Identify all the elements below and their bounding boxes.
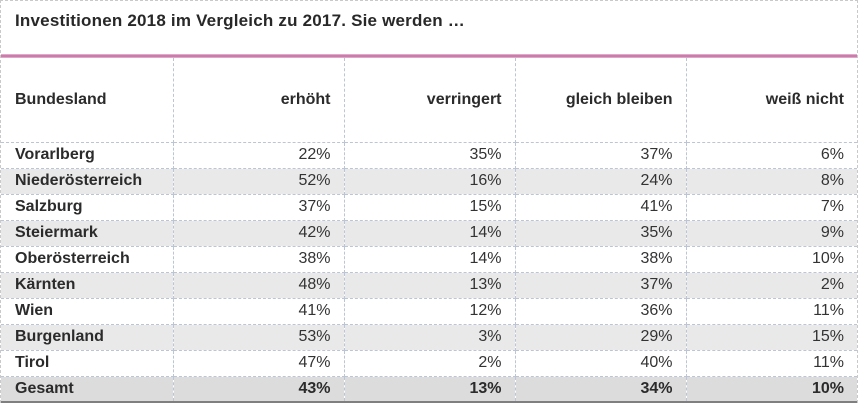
cell-value: 13% (344, 376, 516, 403)
cell-value: 24% (515, 168, 687, 195)
table-row: Steiermark 42% 14% 35% 9% (1, 220, 857, 247)
cell-value: 14% (344, 246, 516, 273)
accent-divider (1, 54, 857, 58)
cell-value: 37% (515, 142, 687, 169)
cell-value: 35% (344, 142, 516, 169)
cell-value: 3% (344, 324, 516, 351)
row-label: Burgenland (1, 324, 174, 351)
cell-value: 37% (515, 272, 687, 299)
cell-value: 42% (173, 220, 345, 247)
row-label: Tirol (1, 350, 174, 377)
cell-value: 13% (344, 272, 516, 299)
table-row: Salzburg 37% 15% 41% 7% (1, 194, 857, 221)
cell-value: 10% (686, 246, 857, 273)
row-label: Salzburg (1, 194, 174, 221)
cell-value: 11% (686, 350, 857, 377)
cell-value: 2% (686, 272, 857, 299)
cell-value: 41% (515, 194, 687, 221)
cell-value: 43% (173, 376, 345, 403)
table-row: Tirol 47% 2% 40% 11% (1, 350, 857, 377)
cell-value: 37% (173, 194, 345, 221)
cell-value: 9% (686, 220, 857, 247)
column-header-gleich-bleiben: gleich bleiben (515, 58, 687, 143)
investment-comparison-table: Bundesland erhöht verringert gleich bleiben… (1, 58, 857, 403)
cell-value: 38% (173, 246, 345, 273)
table-row: Vorarlberg 22% 35% 37% 6% (1, 142, 857, 169)
table-header: Bundesland erhöht verringert gleich bleiben… (1, 58, 857, 143)
row-label: Oberösterreich (1, 246, 174, 273)
column-header-bundesland: Bundesland (1, 58, 174, 143)
cell-value: 40% (515, 350, 687, 377)
column-header-wei-nicht: weiß nicht (686, 58, 857, 143)
table-row: Kärnten 48% 13% 37% 2% (1, 272, 857, 299)
cell-value: 8% (686, 168, 857, 195)
row-label: Steiermark (1, 220, 174, 247)
row-label: Gesamt (1, 376, 174, 403)
cell-value: 47% (173, 350, 345, 377)
cell-value: 15% (686, 324, 857, 351)
row-label: Wien (1, 298, 174, 325)
table-row: Oberösterreich 38% 14% 38% 10% (1, 246, 857, 273)
row-label: Vorarlberg (1, 142, 174, 169)
cell-value: 16% (344, 168, 516, 195)
cell-value: 7% (686, 194, 857, 221)
cell-value: 53% (173, 324, 345, 351)
cell-value: 29% (515, 324, 687, 351)
table-title-bar: Investitionen 2018 im Vergleich zu 2017.… (1, 1, 857, 54)
cell-value: 11% (686, 298, 857, 325)
column-header-erh-ht: erhöht (173, 58, 345, 143)
cell-value: 48% (173, 272, 345, 299)
cell-value: 38% (515, 246, 687, 273)
table-row: Burgenland 53% 3% 29% 15% (1, 324, 857, 351)
survey-results-panel: Investitionen 2018 im Vergleich zu 2017.… (0, 0, 858, 403)
cell-value: 22% (173, 142, 345, 169)
table-body: Vorarlberg 22% 35% 37% 6% Niederösterreich 52%… (1, 142, 857, 403)
row-label: Kärnten (1, 272, 174, 299)
cell-value: 34% (515, 376, 687, 403)
column-header-verringert: verringert (344, 58, 516, 143)
cell-value: 35% (515, 220, 687, 247)
cell-value: 2% (344, 350, 516, 377)
cell-value: 15% (344, 194, 516, 221)
table-row-total: Gesamt 43% 13% 34% 10% (1, 376, 857, 403)
cell-value: 10% (686, 376, 857, 403)
table-row: Niederösterreich 52% 16% 24% 8% (1, 168, 857, 195)
cell-value: 12% (344, 298, 516, 325)
header-row: Bundesland erhöht verringert gleich bleiben… (1, 58, 857, 143)
cell-value: 14% (344, 220, 516, 247)
cell-value: 36% (515, 298, 687, 325)
cell-value: 41% (173, 298, 345, 325)
cell-value: 6% (686, 142, 857, 169)
table-title: Investitionen 2018 im Vergleich zu 2017.… (15, 11, 465, 30)
cell-value: 52% (173, 168, 345, 195)
row-label: Niederösterreich (1, 168, 174, 195)
table-row: Wien 41% 12% 36% 11% (1, 298, 857, 325)
